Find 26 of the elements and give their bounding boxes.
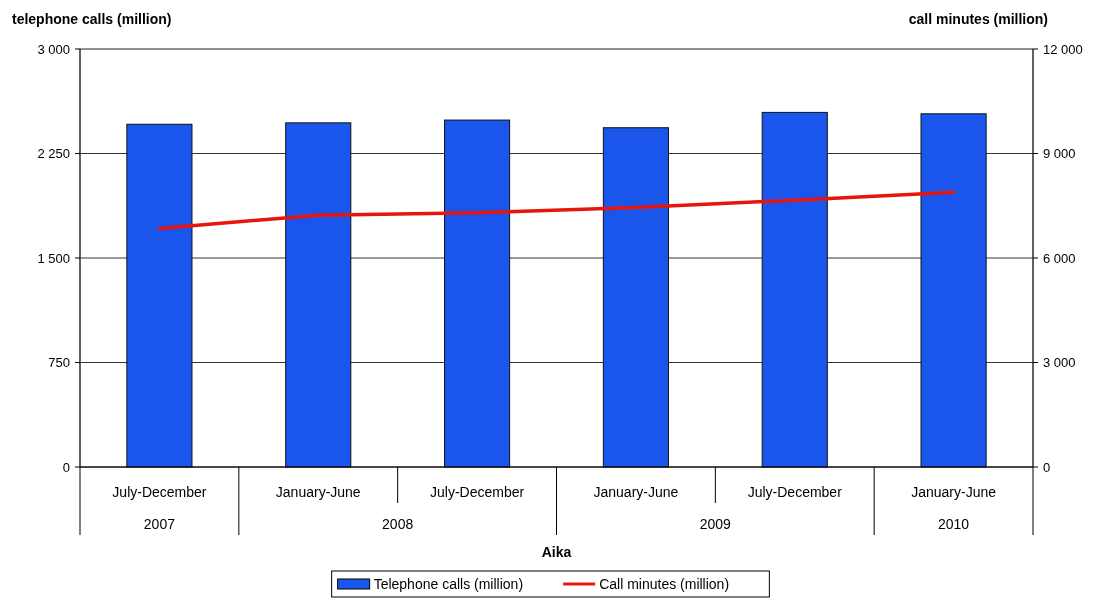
x-tick-label: July-December <box>112 484 207 500</box>
legend-label: Telephone calls (million) <box>373 575 524 592</box>
y2-tick-label: 0 <box>1043 459 1051 475</box>
legend-label: Call minutes (million) <box>599 575 730 592</box>
x-tick-label: July-December <box>747 484 843 500</box>
text: 2008 <box>382 516 414 532</box>
x-axis-title: Aika <box>541 544 572 560</box>
y2-tick-label: 12 000 <box>1043 41 1083 57</box>
y2-tick-label: 3 000 <box>1043 355 1076 371</box>
y-tick-label: 3 000 <box>37 41 70 57</box>
y-tick-label: 0 <box>62 459 70 475</box>
y-tick-label: 750 <box>48 355 70 371</box>
y2-tick-label: 6 000 <box>1043 250 1076 266</box>
y-tick-label: 1 500 <box>37 250 70 266</box>
line-series <box>157 190 956 231</box>
x-tick-label: July-December <box>430 484 525 500</box>
text: 2009 <box>699 516 732 532</box>
y-tick-label: 2 250 <box>37 146 70 162</box>
y2-tick-label: 9 000 <box>1043 146 1076 162</box>
x-tick-label: January-June <box>911 484 997 500</box>
y2-axis-title: call minutes (million) <box>908 11 1048 27</box>
x-tick-label: January-June <box>593 484 679 500</box>
y-axis-title: telephone calls (million) <box>12 11 172 27</box>
text: 2010 <box>938 516 970 532</box>
x-tick-label: January-June <box>275 484 361 500</box>
text: 2007 <box>143 516 176 532</box>
